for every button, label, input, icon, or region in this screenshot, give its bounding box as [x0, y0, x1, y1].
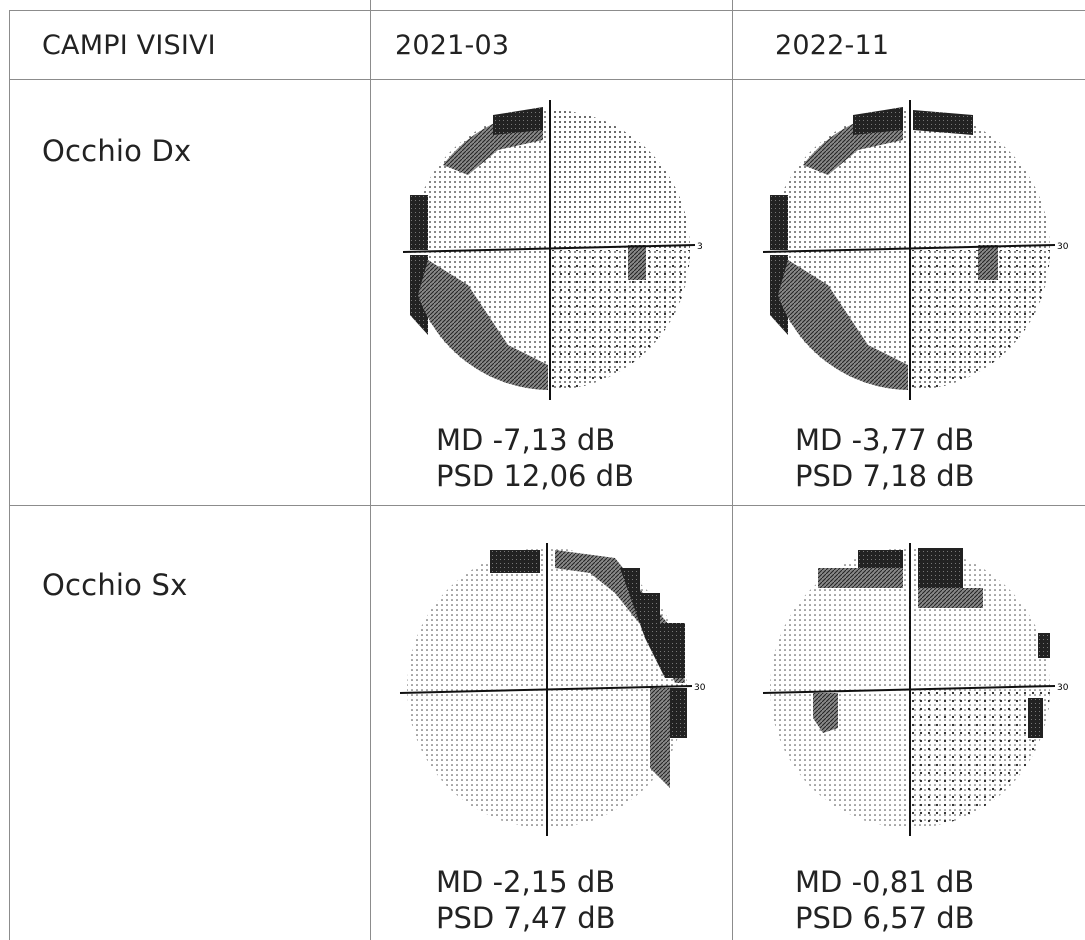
visual-field-left-eye-2021: 30	[395, 538, 705, 838]
table-divider-col1	[370, 0, 371, 940]
svg-text:30: 30	[1057, 683, 1069, 693]
svg-text:30: 30	[694, 683, 705, 693]
metrics-left-eye-2022: MD -0,81 dB PSD 6,57 dB	[795, 864, 975, 936]
table-border-row1	[9, 505, 1085, 506]
table-border-top	[9, 10, 1085, 11]
visual-field-plot: 30	[762, 543, 1069, 836]
table-border-header	[9, 79, 1085, 80]
md-value: MD -0,81 dB	[795, 865, 975, 899]
visual-field-plot: 30	[402, 100, 703, 400]
svg-text:30: 30	[697, 242, 703, 252]
psd-value: PSD 12,06 dB	[436, 459, 634, 493]
row-label-right-eye: Occhio Dx	[42, 134, 192, 168]
header-date-2022-11: 2022-11	[775, 30, 890, 61]
table-border-left	[9, 10, 10, 940]
visual-field-left-eye-2022: 30	[758, 538, 1073, 838]
md-value: MD -7,13 dB	[436, 423, 616, 457]
psd-value: PSD 6,57 dB	[795, 901, 975, 935]
visual-field-right-eye-2022: 30	[758, 95, 1073, 410]
svg-text:30: 30	[1057, 242, 1069, 252]
md-value: MD -3,77 dB	[795, 423, 975, 457]
metrics-right-eye-2022: MD -3,77 dB PSD 7,18 dB	[795, 422, 975, 494]
row-label-left-eye: Occhio Sx	[42, 568, 188, 602]
visual-field-plot: 30	[399, 543, 705, 836]
psd-value: PSD 7,18 dB	[795, 459, 975, 493]
visual-field-plot: 30	[762, 100, 1069, 400]
visual-field-right-eye-2021: 30	[398, 95, 703, 410]
header-campi-visivi: CAMPI VISIVI	[42, 30, 216, 61]
table-divider-col2	[732, 0, 733, 940]
metrics-right-eye-2021: MD -7,13 dB PSD 12,06 dB	[436, 422, 634, 494]
md-value: MD -2,15 dB	[436, 865, 616, 899]
metrics-left-eye-2021: MD -2,15 dB PSD 7,47 dB	[436, 864, 616, 936]
header-date-2021-03: 2021-03	[395, 30, 510, 61]
psd-value: PSD 7,47 dB	[436, 901, 616, 935]
